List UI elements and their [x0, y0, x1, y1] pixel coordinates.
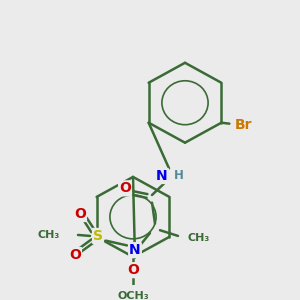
Text: N: N: [129, 243, 141, 257]
Text: CH₃: CH₃: [188, 233, 210, 243]
Text: O: O: [119, 182, 131, 195]
Text: O: O: [74, 207, 86, 221]
Text: S: S: [93, 229, 103, 243]
Text: H: H: [174, 169, 184, 182]
Text: N: N: [156, 169, 168, 183]
Text: CH₃: CH₃: [38, 230, 60, 240]
Text: Br: Br: [235, 118, 252, 132]
Text: O: O: [127, 263, 139, 277]
Text: OCH₃: OCH₃: [117, 291, 149, 300]
Text: O: O: [69, 248, 81, 262]
